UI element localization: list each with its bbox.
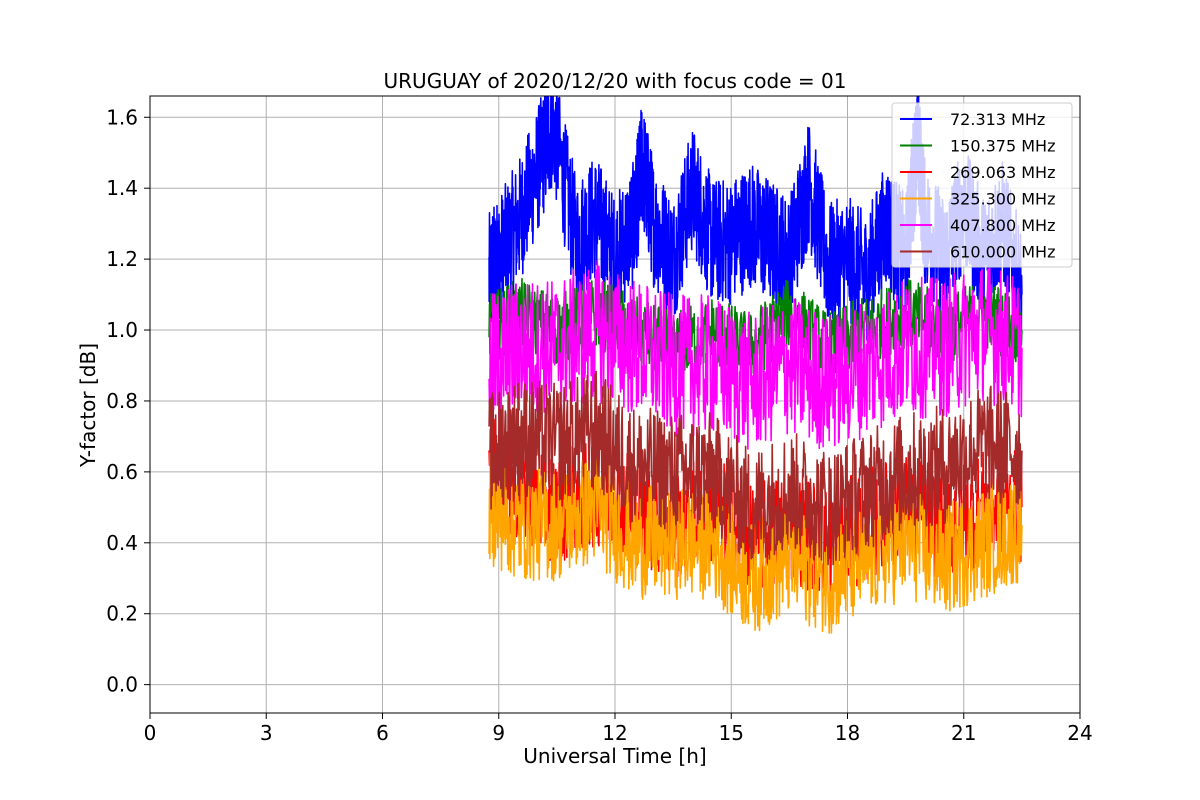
x-tick-label: 6 [376,721,389,745]
y-tick-label: 1.6 [106,105,138,129]
legend-label: 610.000 MHz [950,243,1055,262]
legend-box [891,102,1073,268]
series-line-5 [488,370,1023,566]
y-tick-label: 0.6 [106,460,138,484]
series-line-4 [488,259,1023,450]
y-tick-label: 1.4 [106,176,138,200]
tick-layer: 0 3 6 9 12 15 18 21 24 0.0 0.2 0.4 0.6 0.8 1.0 1.2 1.4 1.… [106,105,1093,745]
y-tick-label: 0.2 [106,602,138,626]
legend-label: 269.063 MHz [950,163,1055,182]
legend-label: 407.800 MHz [950,216,1055,235]
legend-label: 325.300 MHz [950,190,1055,209]
y-tick-label: 1.0 [106,318,138,342]
legend-label: 72.313 MHz [950,110,1045,129]
x-tick-label: 9 [492,721,505,745]
y-tick-label: 0.4 [106,531,138,555]
legend: 72.313 MHz 150.375 MHz 269.063 MHz 325.300 … [891,102,1073,268]
legend-label: 150.375 MHz [950,137,1055,156]
chart-title: URUGUAY of 2020/12/20 with focus code = … [384,69,847,93]
y-tick-label: 1.2 [106,247,138,271]
x-tick-label: 18 [835,721,860,745]
x-tick-label: 15 [719,721,744,745]
y-axis-label: Y-factor [dB] [76,343,100,468]
x-tick-label: 21 [951,721,976,745]
x-tick-label: 3 [260,721,273,745]
y-tick-label: 0.8 [106,389,138,413]
x-tick-label: 0 [144,721,157,745]
y-tick-label: 0.0 [106,673,138,697]
x-axis-label: Universal Time [h] [523,744,706,768]
x-tick-label: 12 [602,721,627,745]
x-tick-label: 24 [1067,721,1092,745]
